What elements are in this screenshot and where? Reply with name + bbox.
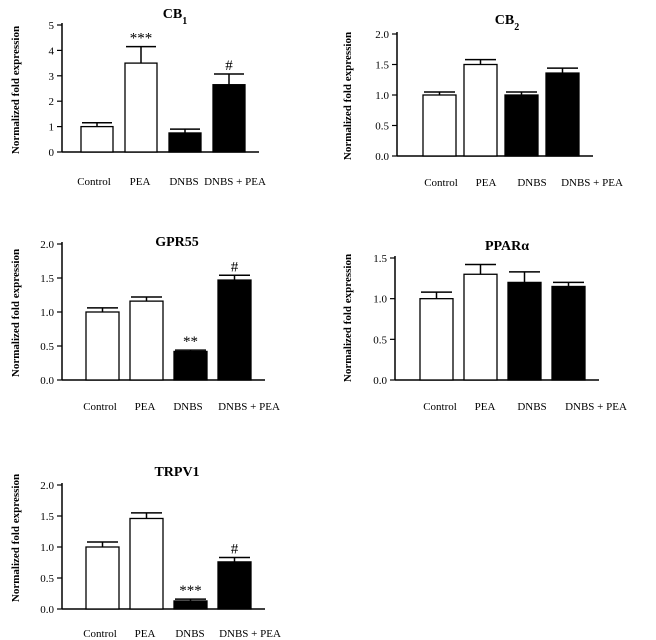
bar-pea: [129, 300, 164, 381]
chart-title: GPR55: [155, 235, 199, 250]
bar-dnbs: [507, 281, 542, 381]
bar-pea: [124, 62, 158, 153]
y-tick-label: 0.0: [375, 151, 389, 163]
chart-title-main: TRPV1: [154, 465, 199, 480]
x-category-label: DNBS: [517, 177, 546, 189]
chart-title-main: CB: [495, 13, 514, 28]
x-category-label: DNBS: [517, 401, 546, 413]
y-tick-label: 0: [49, 147, 55, 159]
y-tick-label: 1.0: [375, 90, 389, 102]
y-tick-label: 1.0: [40, 542, 54, 554]
chart-panel-3: GPR55 Normalized fold expression 0.0 0.5 1.0…: [10, 235, 280, 413]
chart-title-main: CB: [163, 7, 182, 22]
significance-marker: ***: [179, 583, 202, 599]
significance-marker: ***: [130, 31, 153, 47]
chart-title: CB2: [495, 13, 519, 33]
significance-marker: #: [225, 58, 233, 74]
x-category-label: DNBS + PEA: [219, 628, 281, 640]
y-tick-label: 2.0: [40, 239, 54, 251]
y-axis-label: Normalized fold expression: [10, 474, 22, 602]
chart-title-subscript: 1: [182, 16, 187, 27]
x-category-label: Control: [77, 176, 111, 188]
chart-title: PPARα: [485, 239, 529, 254]
x-category-label: PEA: [476, 177, 497, 189]
bar-dnbs: [168, 132, 202, 153]
x-category-label: DNBS + PEA: [565, 401, 627, 413]
x-category-label: PEA: [475, 401, 496, 413]
y-tick-label: 0.5: [375, 121, 389, 133]
y-tick-label: 0.0: [40, 375, 54, 387]
y-tick-label: 2.0: [375, 29, 389, 41]
x-category-label: DNBS: [173, 401, 202, 413]
y-tick-label: 0.5: [40, 573, 54, 585]
y-tick-label: 5: [49, 20, 55, 32]
bar-dnbs-pea: [212, 84, 246, 153]
significance-marker: #: [231, 259, 239, 275]
x-category-label: PEA: [135, 628, 156, 640]
y-axis-label: Normalized fold expression: [10, 26, 22, 154]
y-tick-label: 2: [49, 96, 55, 108]
bar-dnbs-pea: [217, 279, 252, 381]
bar-dnbs-pea: [217, 561, 252, 610]
bar-dnbs: [173, 600, 208, 610]
y-axis-label: Normalized fold expression: [342, 32, 354, 160]
x-category-label: Control: [423, 401, 457, 413]
y-tick-label: 1.0: [40, 307, 54, 319]
x-category-label: PEA: [130, 176, 151, 188]
y-tick-label: 1.5: [375, 60, 389, 72]
chart-panel-5: TRPV1 Normalized fold expression 0.0 0.5 1.0…: [10, 465, 281, 640]
bar-pea: [463, 63, 498, 157]
x-category-label: Control: [424, 177, 458, 189]
y-tick-label: 1: [49, 122, 55, 134]
bar-dnbs-pea: [551, 285, 586, 381]
bar-dnbs: [173, 350, 208, 381]
bar-control: [422, 94, 457, 157]
y-tick-label: 1.5: [40, 273, 54, 285]
chart-title-subscript: 2: [514, 22, 519, 33]
significance-marker: #: [231, 542, 239, 558]
y-tick-label: 1.5: [40, 511, 54, 523]
y-tick-label: 1.5: [373, 253, 387, 265]
bar-control: [80, 125, 114, 153]
chart-panel-2: CB2 Normalized fold expression 0.0 0.5 1.0 1.…: [342, 13, 623, 189]
bar-control: [85, 546, 120, 610]
y-tick-label: 1.0: [373, 294, 387, 306]
bar-dnbs-pea: [545, 72, 580, 157]
x-category-label: PEA: [135, 401, 156, 413]
x-category-label: DNBS: [169, 176, 198, 188]
x-category-label: Control: [83, 628, 117, 640]
y-tick-label: 0.5: [40, 341, 54, 353]
y-axis-label: Normalized fold expression: [342, 254, 354, 382]
bar-control: [419, 298, 454, 381]
y-tick-label: 0.5: [373, 334, 387, 346]
x-category-label: DNBS + PEA: [561, 177, 623, 189]
bar-control: [85, 311, 120, 381]
chart-title: TRPV1: [154, 465, 199, 480]
chart-title-main: GPR55: [155, 235, 199, 250]
bar-pea: [463, 273, 498, 381]
x-category-label: DNBS + PEA: [218, 401, 280, 413]
chart-title-main: PPARα: [485, 239, 529, 254]
x-category-label: DNBS + PEA: [204, 176, 266, 188]
chart-panel-4: PPARα Normalized fold expression 0.0 0.5 1.0…: [342, 239, 627, 413]
bar-pea: [129, 517, 164, 610]
bar-dnbs: [504, 94, 539, 157]
chart-title: CB1: [163, 7, 187, 27]
y-tick-label: 0.0: [373, 375, 387, 387]
y-axis-label: Normalized fold expression: [10, 249, 22, 377]
x-category-label: DNBS: [175, 628, 204, 640]
y-tick-label: 0.0: [40, 604, 54, 616]
y-tick-label: 4: [49, 45, 55, 57]
x-category-label: Control: [83, 401, 117, 413]
y-tick-label: 2.0: [40, 480, 54, 492]
significance-marker: **: [183, 334, 198, 350]
y-tick-label: 3: [49, 71, 55, 83]
